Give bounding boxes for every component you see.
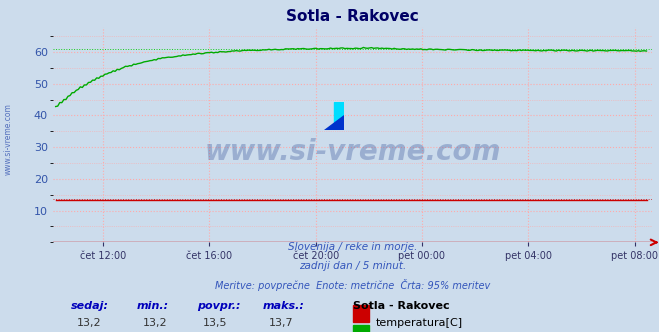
Text: Slovenija / reke in morje.: Slovenija / reke in morje. — [288, 242, 417, 252]
Text: maks.:: maks.: — [262, 301, 304, 311]
Text: 13,7: 13,7 — [269, 318, 293, 328]
Text: Sotla - Rakovec: Sotla - Rakovec — [353, 301, 449, 311]
Bar — [353, 304, 369, 322]
Text: temperatura[C]: temperatura[C] — [376, 318, 463, 328]
Text: povpr.:: povpr.: — [196, 301, 240, 311]
Text: www.si-vreme.com: www.si-vreme.com — [3, 104, 13, 175]
Text: 13,2: 13,2 — [142, 318, 167, 328]
Text: www.si-vreme.com: www.si-vreme.com — [204, 138, 501, 166]
Text: 13,5: 13,5 — [203, 318, 227, 328]
Text: Meritve: povprečne  Enote: metrične  Črta: 95% meritev: Meritve: povprečne Enote: metrične Črta:… — [215, 280, 490, 291]
Title: Sotla - Rakovec: Sotla - Rakovec — [286, 9, 419, 24]
Text: 13,2: 13,2 — [76, 318, 101, 328]
Text: sedaj:: sedaj: — [71, 301, 109, 311]
Bar — [353, 325, 369, 332]
Text: min.:: min.: — [136, 301, 169, 311]
Text: zadnji dan / 5 minut.: zadnji dan / 5 minut. — [299, 261, 406, 271]
